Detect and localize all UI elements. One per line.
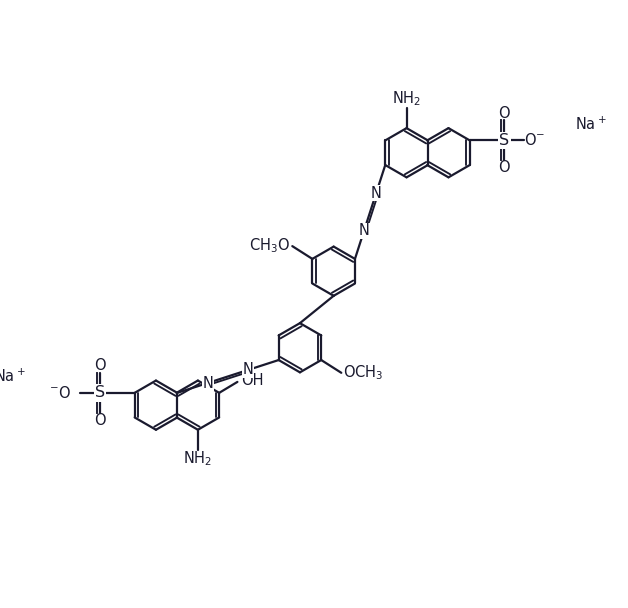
Text: N: N	[371, 185, 382, 201]
Text: NH$_2$: NH$_2$	[183, 449, 212, 468]
Text: S: S	[95, 385, 105, 400]
Text: NH$_2$: NH$_2$	[392, 89, 421, 108]
Text: $^{-}$O: $^{-}$O	[49, 385, 71, 401]
Text: Na$^+$: Na$^+$	[0, 368, 25, 385]
Text: OCH$_3$: OCH$_3$	[343, 364, 384, 382]
Text: N: N	[359, 223, 369, 238]
Text: O$^{-}$: O$^{-}$	[524, 133, 545, 148]
Text: CH$_3$O: CH$_3$O	[249, 237, 291, 255]
Text: O: O	[94, 413, 106, 427]
Text: O: O	[94, 358, 106, 373]
Text: S: S	[499, 133, 509, 148]
Text: N: N	[202, 376, 213, 390]
Text: OH: OH	[241, 373, 264, 387]
Text: O: O	[499, 161, 510, 175]
Text: N: N	[243, 362, 254, 378]
Text: Na$^+$: Na$^+$	[575, 116, 606, 133]
Text: O: O	[499, 106, 510, 120]
